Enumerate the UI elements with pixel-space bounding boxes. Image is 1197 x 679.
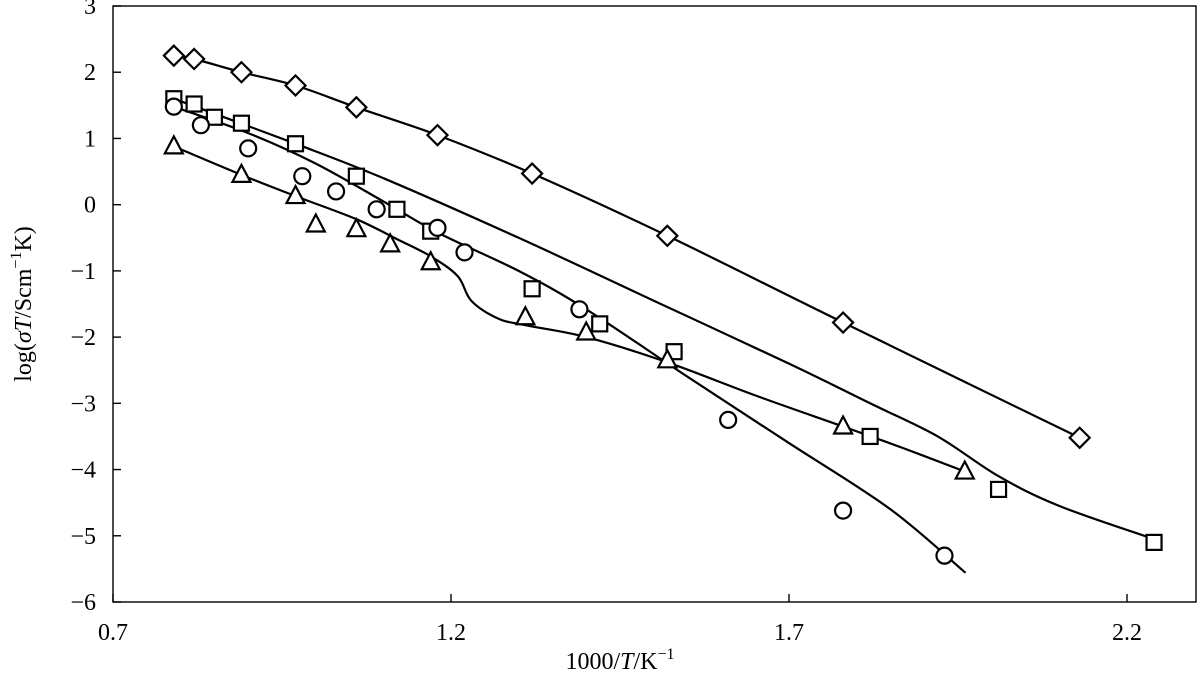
square-point <box>347 167 365 185</box>
circle-point <box>833 501 853 520</box>
circle-point <box>326 182 346 201</box>
square-point <box>388 200 406 218</box>
x-axis-title-part: T <box>620 649 635 675</box>
y-tick-label: −1 <box>70 259 96 285</box>
y-tick-label: 0 <box>84 193 96 219</box>
y-tick-label: 2 <box>84 60 96 86</box>
x-axis-title-superscript: −1 <box>658 646 675 663</box>
y-axis-title-superscript: −1 <box>8 252 25 269</box>
diamond-series-curve <box>172 54 1081 439</box>
circle-point <box>367 200 386 219</box>
diamond-point <box>1068 426 1092 450</box>
y-tick-label: −6 <box>70 590 96 616</box>
diamond-point <box>229 60 253 84</box>
circle-point <box>428 218 447 237</box>
square-point <box>286 135 305 153</box>
x-tick-label: 1.7 <box>774 620 804 646</box>
square-point <box>861 427 879 446</box>
y-tick-label: −2 <box>70 325 96 351</box>
square-point <box>232 114 251 132</box>
y-axis-title-part: σ <box>11 330 37 343</box>
circle-point <box>293 167 312 186</box>
triangle-point <box>514 304 537 326</box>
square-point <box>1145 533 1163 552</box>
circle-point <box>570 300 589 319</box>
y-tick-label: 1 <box>84 126 96 152</box>
axis-ticks: 0.7 1.2 1.7 2.2 3 2 1 0 −1 −2 −3 −4 −5 −6 <box>70 0 1142 646</box>
triangle-point <box>230 162 253 183</box>
triangle-series-curve <box>172 145 966 473</box>
y-axis-title-part: log( <box>11 343 37 382</box>
x-tick-label: 1.2 <box>436 620 466 646</box>
triangle-point <box>345 216 368 238</box>
square-point <box>205 108 223 126</box>
diamond-point <box>831 310 855 335</box>
circle-point <box>239 139 258 158</box>
square-point <box>591 315 609 333</box>
y-axis-title: log(σT/Scm−1K) <box>8 226 37 382</box>
triangle-point <box>419 249 442 271</box>
circle-point <box>455 243 474 262</box>
y-tick-label: −4 <box>70 458 96 484</box>
y-tick-label: 3 <box>84 0 96 20</box>
triangle-point <box>304 212 327 233</box>
y-tick-label: −3 <box>70 391 96 417</box>
diamond-point <box>520 161 544 186</box>
diamond-point <box>162 44 186 68</box>
circle-series-curve <box>172 105 966 574</box>
y-axis-title-part: K) <box>11 226 37 251</box>
square-point <box>523 280 541 298</box>
circle-point <box>719 410 738 429</box>
diamond-point <box>655 224 679 248</box>
square-point <box>989 480 1008 499</box>
circle-point <box>164 97 183 116</box>
triangle-point <box>163 134 185 155</box>
triangle-point <box>832 414 854 435</box>
triangle-point <box>575 320 598 341</box>
triangle-point <box>656 347 679 369</box>
triangle-point <box>284 183 307 205</box>
y-tick-label: −5 <box>70 524 96 550</box>
x-tick-label: 0.7 <box>98 620 128 646</box>
x-axis-title-part: /K <box>634 649 659 675</box>
x-tick-label: 2.2 <box>1112 620 1142 646</box>
x-axis-title: 1000/T/K−1 <box>565 646 674 675</box>
series-markers <box>162 44 1163 565</box>
square-point <box>185 95 203 113</box>
plot-frame <box>112 5 1197 603</box>
triangle-point <box>379 232 401 253</box>
x-axis-title-part: 1000/ <box>565 649 620 675</box>
diamond-point <box>182 47 206 71</box>
y-axis-title-part: /Scm <box>11 268 37 318</box>
triangle-point <box>953 459 976 480</box>
circle-point <box>191 116 210 135</box>
y-axis-title-part: T <box>11 316 37 331</box>
circle-point <box>935 546 954 565</box>
diamond-point <box>425 123 450 147</box>
square-series-curve <box>172 97 1156 541</box>
diamond-point <box>344 95 368 119</box>
diamond-point <box>283 73 308 98</box>
